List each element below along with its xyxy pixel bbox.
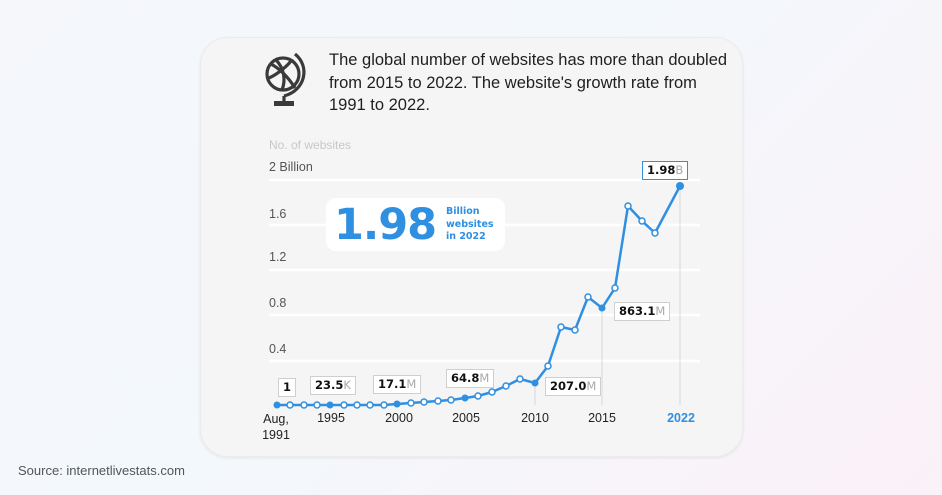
x-tick-1991: Aug, 1991	[262, 412, 290, 442]
headline: The global number of websites has more t…	[329, 51, 728, 114]
data-label-2015: 863.1M	[614, 302, 671, 321]
x-tick-2022: 2022	[667, 411, 695, 425]
data-label-1991: 1	[278, 378, 297, 397]
globe-icon	[265, 52, 306, 106]
y-tick-2b: 2 Billion	[269, 160, 313, 174]
y-axis-label: No. of websites	[269, 138, 352, 152]
x-tick-1995: 1995	[317, 411, 345, 425]
source-caption: Source: internetlivestats.com	[18, 463, 185, 478]
callout-value: 1.98	[334, 200, 437, 250]
x-tick-2000: 2000	[385, 411, 413, 425]
x-tick-2005: 2005	[452, 411, 480, 425]
y-tick-0.4: 0.4	[269, 342, 287, 356]
x-tick-2010: 2010	[521, 411, 549, 425]
y-tick-1.2: 1.2	[269, 250, 287, 264]
data-label-2010: 207.0M	[545, 377, 602, 396]
x-tick-2015: 2015	[588, 411, 616, 425]
data-label-2000: 17.1M	[373, 375, 422, 394]
data-label-2022: 1.98B	[642, 161, 689, 180]
data-label-1995: 23.5K	[310, 376, 356, 395]
highlight-callout: 1.98 Billion websites in 2022	[326, 198, 505, 251]
y-tick-1.6: 1.6	[269, 207, 287, 221]
callout-caption: Billion websites in 2022	[446, 206, 494, 242]
y-tick-0.8: 0.8	[269, 296, 287, 310]
data-label-2005: 64.8M	[446, 369, 495, 388]
